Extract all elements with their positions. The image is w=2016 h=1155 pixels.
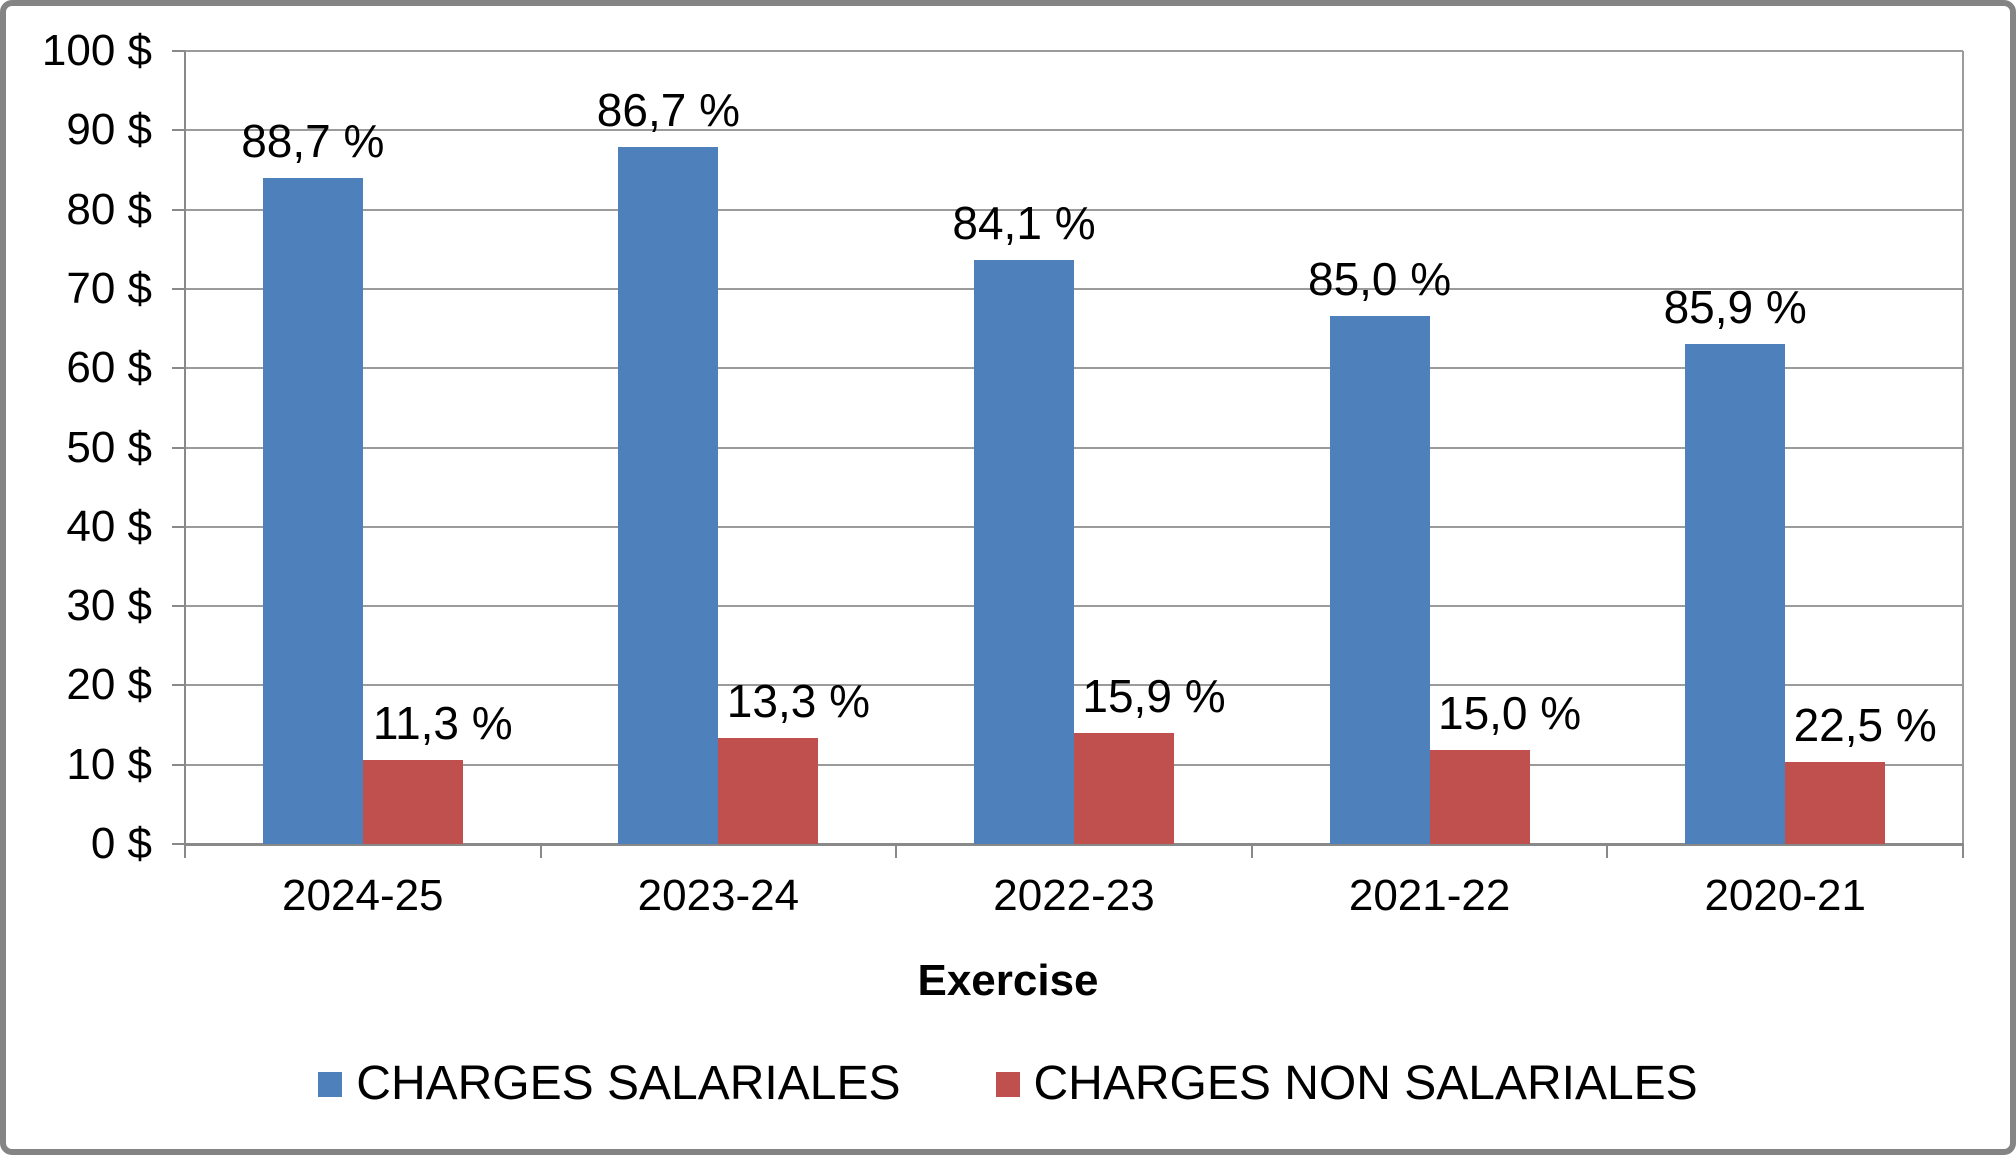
y-axis-tick (172, 525, 185, 528)
y-axis-tick (172, 684, 185, 687)
bar-charges-non-salariales-2023-24 (718, 737, 819, 844)
x-axis-tick (1250, 844, 1253, 858)
x-axis-tick (539, 844, 542, 858)
gridline (185, 684, 1963, 687)
y-axis-tick (172, 843, 185, 845)
y-axis-tick-label: 50 $ (66, 422, 152, 472)
bar-value-label-charges-non-salariales-2021-22: 15,0 % (1437, 687, 1582, 740)
y-axis-tick-label: 40 $ (66, 501, 152, 551)
x-axis-title: Exercise (917, 956, 1099, 1005)
bar-value-label-charges-non-salariales-2023-24: 13,3 % (726, 674, 870, 727)
bar-value-label-charges-salariales-2024-25: 88,7 % (241, 114, 385, 167)
x-axis-tick-label: 2022-23 (993, 871, 1155, 920)
bar-charges-non-salariales-2020-21 (1785, 761, 1886, 844)
y-axis-tick (172, 367, 185, 370)
bar-charges-salariales-2021-22 (1329, 315, 1430, 844)
plot-right-border (1962, 51, 1964, 846)
y-axis-tick (172, 763, 185, 766)
bar-value-label-charges-salariales-2022-23: 84,1 % (952, 197, 1096, 250)
x-axis-tick (184, 844, 186, 858)
y-axis-tick (172, 287, 185, 290)
y-axis-tick-label: 70 $ (66, 263, 152, 313)
y-axis-tick (172, 129, 185, 132)
y-axis-tick-label: 20 $ (66, 660, 152, 710)
x-axis-line (184, 843, 1964, 846)
gridline (185, 367, 1963, 370)
legend-item-charges-non-salariales: CHARGES NON SALARIALES (995, 1057, 1698, 1110)
legend-label-charges-salariales: CHARGES SALARIALES (356, 1057, 901, 1110)
y-axis-tick-label: 30 $ (66, 581, 152, 631)
gridline (185, 129, 1963, 132)
bar-charges-salariales-2020-21 (1685, 343, 1786, 844)
y-axis-tick-label: 10 $ (66, 739, 152, 789)
x-axis-tick-label: 2023-24 (637, 871, 800, 920)
x-axis-tick (1962, 844, 1964, 858)
bar-charges-salariales-2023-24 (618, 146, 719, 844)
gridline (185, 208, 1963, 211)
gridline (185, 287, 1963, 290)
y-axis-tick-label: 80 $ (66, 184, 152, 234)
bar-value-label-charges-salariales-2023-24: 86,7 % (596, 83, 740, 136)
x-axis-tick (1606, 844, 1609, 858)
legend: CHARGES SALARIALES CHARGES NON SALARIALE… (0, 1058, 2016, 1110)
y-axis-tick (172, 208, 185, 211)
x-axis-tick-label: 2020-21 (1704, 871, 1866, 920)
bar-charges-non-salariales-2021-22 (1429, 750, 1530, 844)
y-axis-tick-label: 0 $ (90, 819, 152, 868)
bar-value-label-charges-salariales-2020-21: 85,9 % (1663, 280, 1807, 333)
y-axis-tick-label: 90 $ (66, 105, 152, 155)
y-axis-line (184, 51, 186, 846)
legend-item-charges-salariales: CHARGES SALARIALES (318, 1057, 901, 1110)
bar-charges-non-salariales-2024-25 (362, 759, 463, 844)
bar-value-label-charges-non-salariales-2020-21: 22,5 % (1793, 698, 1937, 751)
bar-charges-salariales-2022-23 (974, 260, 1074, 844)
y-axis-tick-label: 100 $ (41, 26, 152, 75)
y-axis-tick (172, 446, 185, 449)
x-axis-tick-label: 2021-22 (1348, 871, 1511, 920)
gridline (185, 446, 1963, 449)
gridline (185, 50, 1963, 52)
bar-charges-salariales-2024-25 (262, 177, 363, 844)
x-axis-tick-label: 2024-25 (282, 871, 444, 920)
gridline (185, 605, 1963, 608)
bar-value-label-charges-salariales-2021-22: 85,0 % (1307, 252, 1452, 305)
bar-value-label-charges-non-salariales-2024-25: 11,3 % (372, 696, 513, 749)
bar-value-label-charges-non-salariales-2022-23: 15,9 % (1082, 669, 1226, 722)
y-axis-tick (172, 50, 185, 52)
legend-label-charges-non-salariales: CHARGES NON SALARIALES (1033, 1057, 1698, 1110)
y-axis-tick-label: 60 $ (66, 343, 152, 393)
bar-charges-non-salariales-2022-23 (1074, 732, 1174, 844)
legend-swatch-charges-salariales (318, 1071, 343, 1097)
y-axis-tick (172, 605, 185, 608)
gridline (185, 525, 1963, 528)
legend-swatch-charges-non-salariales (995, 1071, 1020, 1097)
x-axis-tick (895, 844, 898, 858)
